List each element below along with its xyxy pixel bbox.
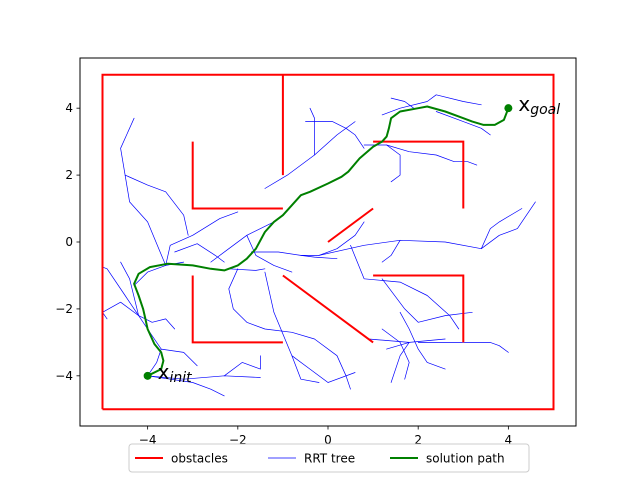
rrt-tree-branch: [480, 208, 523, 250]
obstacle-segment: [191, 141, 283, 210]
goal-point-marker: [504, 104, 513, 113]
rrt-tree-branch: [120, 117, 167, 266]
rrt-tree-branch: [386, 144, 478, 166]
rrt-tree-branch: [291, 355, 320, 383]
rrt-tree-branch: [435, 111, 491, 136]
legend: obstacles RRT tree solution path: [128, 443, 530, 473]
rrt-tree-branch: [246, 234, 293, 273]
rrt-tree-branch: [390, 97, 415, 109]
rrt-tree-branch: [381, 328, 410, 380]
rrt-tree-branch: [381, 278, 473, 323]
obstacle-segment: [282, 274, 374, 344]
y-tick-label: 0: [65, 235, 73, 249]
y-tick-label: 2: [65, 168, 73, 182]
x-tick-label: 4: [505, 433, 513, 447]
x-tick-label: 0: [324, 433, 332, 447]
obstacle-segment: [373, 274, 465, 343]
rrt-tree-branch: [300, 255, 338, 260]
start-point-subscript: init: [169, 370, 192, 386]
rrt-tree-branch: [381, 94, 482, 116]
rrt-tree-branch: [363, 144, 401, 183]
rrt-tree-branch: [147, 375, 261, 380]
rrt-tree-branch: [147, 375, 225, 397]
legend-box: [128, 443, 530, 473]
rrt-tree-branch: [102, 266, 162, 377]
legend-label-rrt-tree: RRT tree: [304, 452, 355, 466]
rrt-tree-branch: [160, 348, 198, 367]
rrt-tree-branch: [264, 271, 356, 383]
rrt-tree-branch: [309, 107, 315, 156]
y-tick-label: −4: [55, 369, 73, 383]
rrt-tree-branch: [120, 261, 139, 316]
solution-path-layer: [133, 105, 510, 377]
obstacle-segment: [191, 275, 283, 344]
rrt-tree-branch: [228, 268, 266, 271]
legend-label-solution-path: solution path: [426, 452, 505, 466]
rrt-tree-layer: [102, 94, 536, 397]
rrt-tree-branch: [417, 342, 509, 353]
rrt-tree-branch: [318, 201, 536, 256]
obstacle-segment: [101, 73, 555, 411]
y-tick-label: −2: [55, 302, 73, 316]
rrt-tree-branch: [174, 243, 225, 263]
solution-path-line: [133, 105, 510, 377]
obstacles-layer: [101, 73, 555, 411]
rrt-tree-branch: [102, 301, 139, 320]
goal-point-subscript: goal: [530, 102, 560, 118]
rrt-tree-branch: [381, 239, 401, 263]
start-point-marker: [143, 371, 152, 380]
rrt-tree-branch: [350, 244, 460, 330]
y-axis-ticks: −4 −2 0 2 4: [55, 101, 80, 383]
legend-label-obstacles: obstacles: [171, 452, 228, 466]
rrt-tree-branch: [228, 268, 351, 390]
rrt-tree-branch: [305, 121, 365, 149]
rrt-tree-branch: [399, 311, 446, 370]
rrt-tree-branch: [223, 355, 261, 377]
rrt-tree-branch: [124, 174, 189, 236]
obstacle-segment: [327, 207, 374, 243]
obstacle-segment: [373, 140, 465, 209]
y-tick-label: 4: [65, 101, 73, 115]
rrt-tree-branch: [165, 211, 239, 266]
rrt-tree-branch: [210, 221, 275, 263]
rrt-tree-branch: [386, 342, 410, 383]
x-tick-label: 2: [414, 433, 422, 447]
